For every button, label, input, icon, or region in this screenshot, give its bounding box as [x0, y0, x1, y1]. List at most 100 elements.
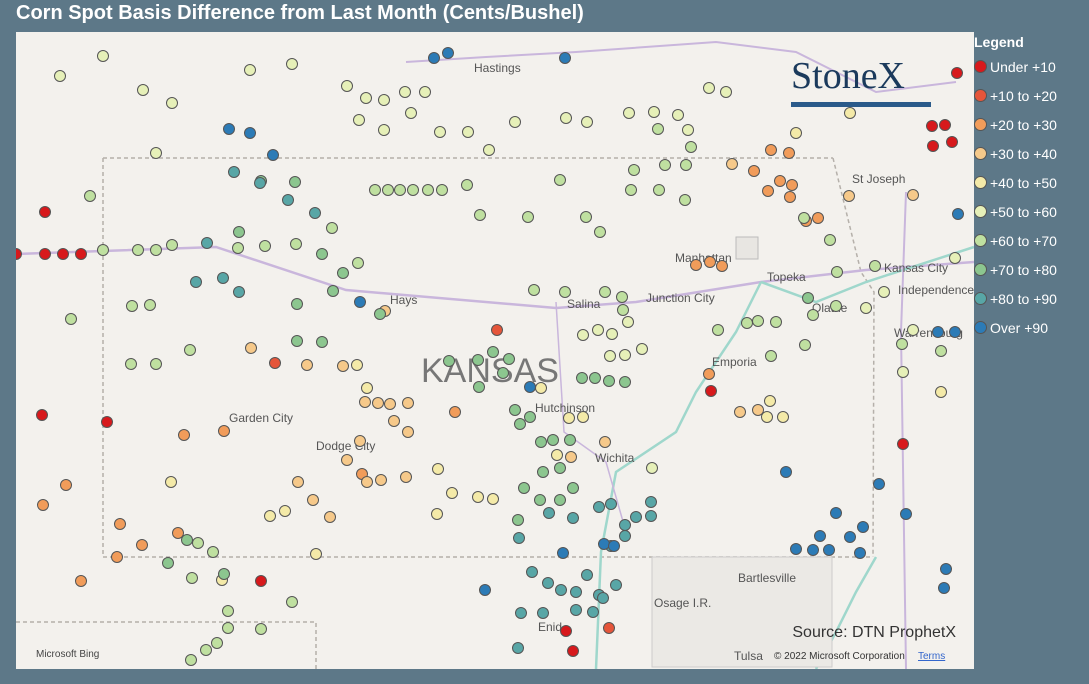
- station-dot: [526, 566, 538, 578]
- station-dot: [690, 259, 702, 271]
- station-dot: [764, 395, 776, 407]
- station-dot: [375, 474, 387, 486]
- station-dot: [509, 116, 521, 128]
- station-dot: [360, 92, 372, 104]
- map-label: Garden City: [229, 411, 293, 425]
- station-dot: [515, 607, 527, 619]
- station-dot: [75, 575, 87, 587]
- station-dot: [682, 124, 694, 136]
- station-dot: [528, 284, 540, 296]
- station-dot: [462, 126, 474, 138]
- station-dot: [535, 382, 547, 394]
- station-dot: [619, 530, 631, 542]
- station-dot: [567, 512, 579, 524]
- station-dot: [896, 338, 908, 350]
- station-dot: [648, 106, 660, 118]
- legend-item[interactable]: +70 to +80: [974, 255, 1057, 284]
- station-dot: [291, 298, 303, 310]
- legend-swatch: [974, 205, 987, 218]
- station-dot: [514, 418, 526, 430]
- map-label: Salina: [567, 297, 601, 311]
- station-dot: [712, 324, 724, 336]
- legend-item[interactable]: Under +10: [974, 52, 1057, 81]
- map-label: Kansas City: [884, 261, 948, 275]
- station-dot: [369, 184, 381, 196]
- station-dot: [37, 499, 49, 511]
- station-dot: [289, 176, 301, 188]
- station-dot: [587, 606, 599, 618]
- station-dot: [537, 466, 549, 478]
- station-dot: [565, 451, 577, 463]
- legend-item[interactable]: +20 to +30: [974, 110, 1057, 139]
- station-dot: [555, 584, 567, 596]
- station-dot: [830, 300, 842, 312]
- station-dot: [446, 487, 458, 499]
- legend-label: +50 to +60: [990, 203, 1057, 220]
- station-dot: [327, 285, 339, 297]
- station-dot: [780, 466, 792, 478]
- station-dot: [807, 309, 819, 321]
- station-dot: [97, 50, 109, 62]
- station-dot: [359, 396, 371, 408]
- station-dot: [400, 471, 412, 483]
- station-dot: [222, 605, 234, 617]
- station-dot: [361, 476, 373, 488]
- logo: StoneX: [791, 55, 931, 107]
- map-label: Wichita: [595, 451, 635, 465]
- station-dot: [734, 406, 746, 418]
- station-dot: [581, 116, 593, 128]
- station-dot: [619, 349, 631, 361]
- station-dot: [512, 642, 524, 654]
- station-dot: [783, 147, 795, 159]
- legend-swatch: [974, 118, 987, 131]
- station-dot: [939, 119, 951, 131]
- station-dot: [101, 416, 113, 428]
- station-dot: [461, 179, 473, 191]
- legend-item[interactable]: +30 to +40: [974, 139, 1057, 168]
- station-dot: [748, 165, 760, 177]
- station-dot: [559, 286, 571, 298]
- station-dot: [449, 406, 461, 418]
- terms-link[interactable]: Terms: [918, 651, 945, 662]
- station-dot: [301, 359, 313, 371]
- legend-item[interactable]: +50 to +60: [974, 197, 1057, 226]
- station-dot: [926, 120, 938, 132]
- source: Source: DTN ProphetX: [792, 624, 956, 641]
- station-dot: [483, 144, 495, 156]
- station-dot: [869, 260, 881, 272]
- legend-title: Legend: [974, 34, 1024, 50]
- station-dot: [598, 538, 610, 550]
- bing-logo: Microsoft Bing: [36, 649, 99, 660]
- station-dot: [211, 637, 223, 649]
- station-dot: [897, 366, 909, 378]
- station-dot: [16, 248, 22, 260]
- legend-item[interactable]: Over +90: [974, 313, 1057, 342]
- legend-label: +60 to +70: [990, 232, 1057, 249]
- station-dot: [114, 518, 126, 530]
- legend: Legend Under +10 +10 to +20 +20 to +30 +30 …: [974, 34, 1057, 342]
- station-dot: [927, 140, 939, 152]
- legend-item[interactable]: +60 to +70: [974, 226, 1057, 255]
- station-dot: [951, 67, 963, 79]
- legend-label: +10 to +20: [990, 87, 1057, 104]
- legend-swatch: [974, 292, 987, 305]
- map-label: Emporia: [712, 355, 757, 369]
- station-dot: [337, 267, 349, 279]
- station-dot: [645, 510, 657, 522]
- station-dot: [831, 266, 843, 278]
- station-dot: [608, 540, 620, 552]
- legend-item[interactable]: +80 to +90: [974, 284, 1057, 313]
- station-dot: [560, 112, 572, 124]
- station-dot: [125, 358, 137, 370]
- station-dot: [233, 286, 245, 298]
- legend-item[interactable]: +40 to +50: [974, 168, 1057, 197]
- station-dot: [907, 324, 919, 336]
- station-dot: [577, 329, 589, 341]
- legend-item[interactable]: +10 to +20: [974, 81, 1057, 110]
- station-dot: [946, 136, 958, 148]
- station-dot: [752, 404, 764, 416]
- station-dot: [952, 208, 964, 220]
- station-dot: [907, 189, 919, 201]
- station-dot: [628, 164, 640, 176]
- station-dot: [622, 316, 634, 328]
